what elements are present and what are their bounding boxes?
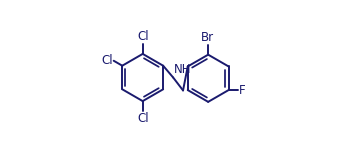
Text: F: F [239,84,246,97]
Text: Cl: Cl [137,112,149,125]
Text: Br: Br [201,31,214,44]
Text: NH: NH [174,63,192,76]
Text: Cl: Cl [137,30,149,43]
Text: Cl: Cl [101,54,113,67]
